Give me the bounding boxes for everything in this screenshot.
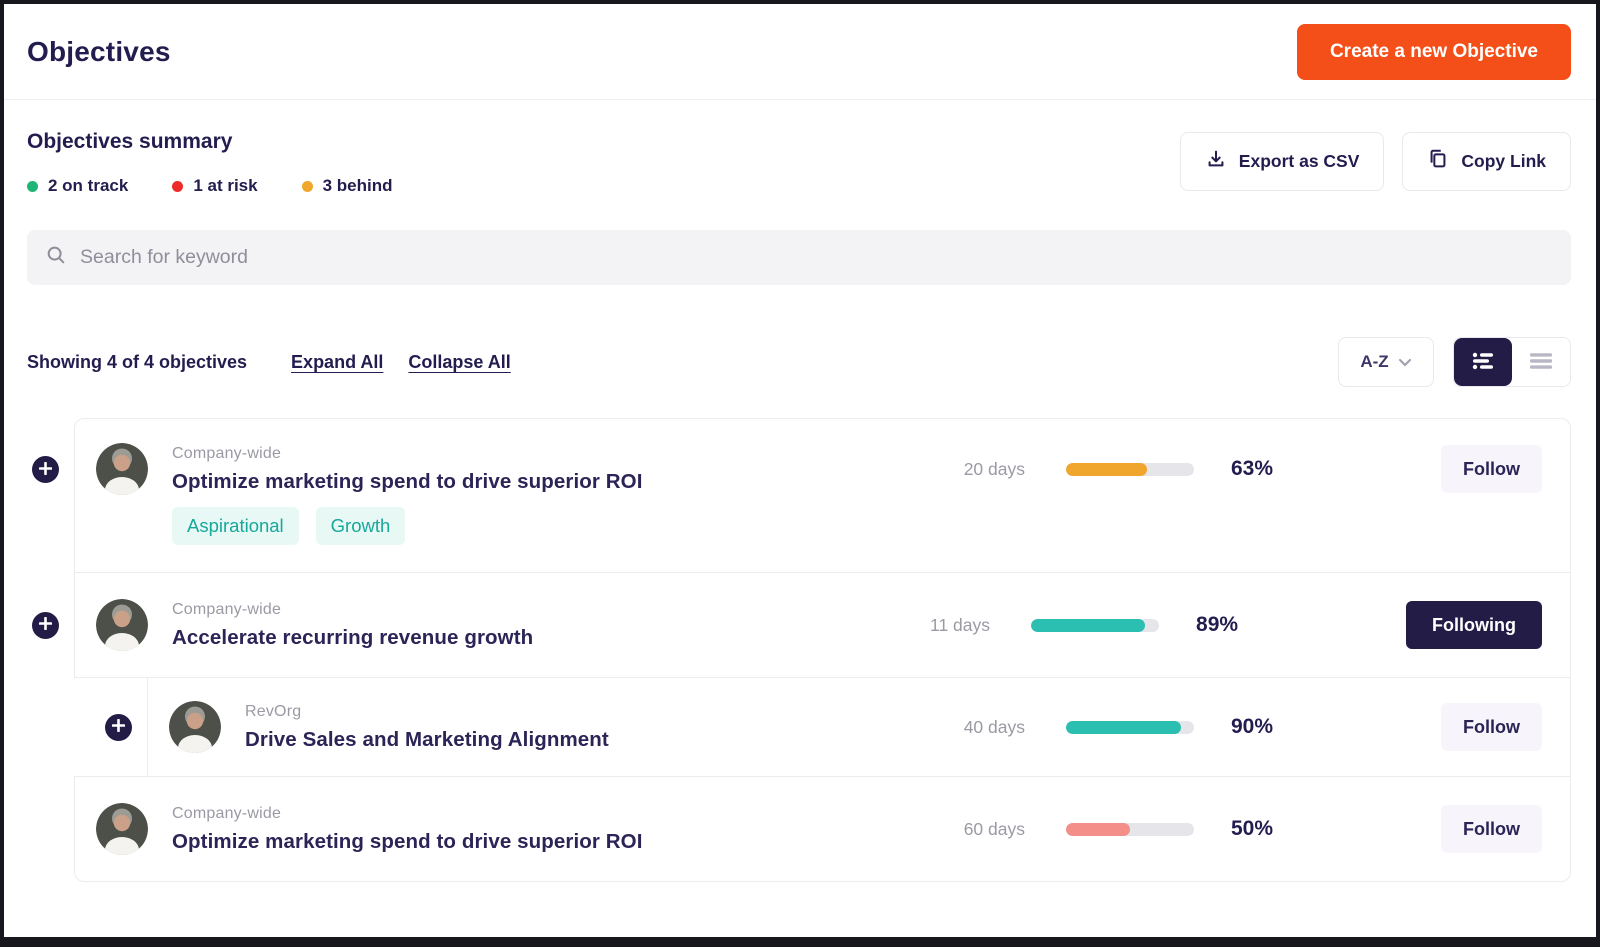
owner-avatar: [96, 803, 148, 855]
objective-row-optimize-marketing-2: Company-wide Optimize marketing spend to…: [74, 776, 1571, 882]
view-toggle: [1453, 337, 1571, 387]
objective-metrics: 60 days 50% Follow: [933, 805, 1542, 853]
objective-text: Company-wide Optimize marketing spend to…: [172, 445, 643, 494]
progress-bar: [1066, 822, 1194, 836]
plus-icon: [38, 461, 53, 478]
objective-text: Company-wide Accelerate recurring revenu…: [172, 601, 533, 650]
flat-list-icon: [1529, 351, 1553, 374]
objective-row-sales-marketing-alignment: RevOrg Drive Sales and Marketing Alignme…: [105, 678, 1571, 776]
owner-avatar: [96, 599, 148, 651]
legend-on-track: 2 on track: [27, 176, 128, 196]
create-objective-button[interactable]: Create a new Objective: [1296, 23, 1571, 80]
objective-row-optimize-marketing-1: Company-wide Optimize marketing spend to…: [32, 418, 1571, 572]
objective-title[interactable]: Optimize marketing spend to drive superi…: [172, 829, 643, 853]
status-legend: 2 on track 1 at risk 3 behind: [27, 176, 392, 196]
objective-title[interactable]: Optimize marketing spend to drive superi…: [172, 469, 643, 493]
page-title: Objectives: [27, 35, 171, 67]
legend-label: 3 behind: [322, 176, 393, 195]
summary-actions: Export as CSV Copy Link: [1179, 132, 1571, 191]
plus-icon: [38, 616, 53, 633]
objective-scope: Company-wide: [172, 804, 282, 822]
objectives-list: Company-wide Optimize marketing spend to…: [32, 418, 1571, 882]
days-remaining: 40 days: [963, 716, 1025, 737]
sort-value: A-Z: [1360, 352, 1389, 371]
chevron-down-icon: [1398, 352, 1412, 372]
objective-tags: Aspirational Growth: [172, 507, 1542, 545]
objectives-summary: Objectives summary 2 on track 1 at risk …: [27, 130, 1571, 196]
objective-scope: RevOrg: [245, 702, 302, 720]
legend-behind: 3 behind: [301, 176, 393, 196]
showing-count-text: Showing 4 of 4 objectives: [27, 351, 248, 372]
toolbar-right: A-Z: [1338, 337, 1571, 387]
search-icon: [45, 244, 67, 271]
progress-percent: 63%: [1231, 457, 1274, 480]
sort-dropdown[interactable]: A-Z: [1338, 337, 1434, 387]
objective-scope: Company-wide: [172, 444, 282, 462]
days-remaining: 20 days: [963, 458, 1025, 479]
page-header: Objectives Create a new Objective: [4, 4, 1596, 100]
progress-percent: 50%: [1231, 817, 1274, 840]
tree-view-button[interactable]: [1454, 338, 1512, 386]
expand-objective-button[interactable]: [32, 456, 59, 483]
progress-bar: [1066, 720, 1194, 734]
download-icon: [1205, 148, 1227, 175]
on-track-dot-icon: [27, 180, 38, 192]
progress-percent: 89%: [1196, 613, 1239, 636]
progress-bar: [1031, 618, 1160, 632]
flat-list-view-button[interactable]: [1512, 338, 1570, 386]
days-remaining: 60 days: [963, 818, 1025, 839]
objective-title[interactable]: Accelerate recurring revenue growth: [172, 625, 534, 649]
progress-percent: 90%: [1231, 715, 1274, 738]
plus-icon: [111, 718, 126, 735]
copy-link-label: Copy Link: [1461, 151, 1546, 171]
objective-scope: Company-wide: [172, 600, 282, 618]
follow-button[interactable]: Follow: [1441, 805, 1542, 853]
tree-view-icon: [1471, 351, 1495, 374]
objective-text: RevOrg Drive Sales and Marketing Alignme…: [245, 703, 609, 752]
legend-label: 1 at risk: [193, 176, 258, 195]
expand-objective-button[interactable]: [32, 611, 59, 639]
legend-at-risk: 1 at risk: [172, 176, 258, 196]
days-remaining: 11 days: [930, 614, 991, 635]
progress-bar-fill: [1031, 618, 1145, 632]
expand-all-link[interactable]: Expand All: [291, 351, 384, 372]
objective-metrics: 20 days 63% Follow: [933, 445, 1542, 493]
owner-avatar: [96, 443, 148, 495]
progress-bar: [1066, 462, 1194, 476]
list-toolbar: Showing 4 of 4 objectives Expand All Col…: [27, 337, 1571, 387]
copy-icon: [1427, 148, 1449, 175]
export-csv-button[interactable]: Export as CSV: [1179, 132, 1385, 191]
objective-text: Company-wide Optimize marketing spend to…: [172, 805, 643, 854]
expand-objective-button[interactable]: [105, 713, 132, 741]
at-risk-dot-icon: [172, 180, 184, 192]
objective-title[interactable]: Drive Sales and Marketing Alignment: [245, 727, 609, 751]
tag-growth[interactable]: Growth: [315, 507, 406, 545]
follow-button[interactable]: Follow: [1441, 445, 1542, 493]
summary-left: Objectives summary 2 on track 1 at risk …: [27, 130, 392, 196]
export-csv-label: Export as CSV: [1238, 151, 1360, 171]
progress-bar-fill: [1066, 462, 1147, 476]
legend-label: 2 on track: [48, 176, 129, 195]
follow-button[interactable]: Follow: [1441, 703, 1542, 751]
owner-avatar: [169, 701, 221, 753]
objective-metrics: 11 days 89% Following: [898, 601, 1542, 649]
progress-bar-fill: [1066, 822, 1130, 836]
search-bar[interactable]: [27, 230, 1571, 285]
search-input[interactable]: [80, 246, 1553, 269]
behind-dot-icon: [301, 180, 313, 192]
objective-metrics: 40 days 90% Follow: [933, 703, 1542, 751]
progress-bar-fill: [1066, 720, 1182, 734]
tag-aspirational[interactable]: Aspirational: [172, 507, 299, 545]
following-button[interactable]: Following: [1406, 601, 1542, 649]
summary-title: Objectives summary: [27, 130, 233, 153]
objective-row-accelerate-revenue: Company-wide Accelerate recurring revenu…: [32, 572, 1571, 678]
copy-link-button[interactable]: Copy Link: [1402, 132, 1571, 191]
collapse-all-link[interactable]: Collapse All: [408, 351, 511, 372]
